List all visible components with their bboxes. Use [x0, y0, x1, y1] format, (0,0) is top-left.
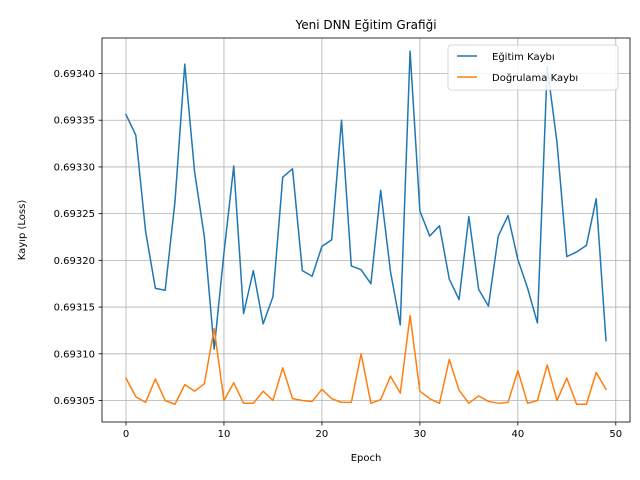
y-tick-label: 0.69305 [54, 396, 95, 407]
x-tick-label: 30 [414, 429, 427, 440]
y-tick-label: 0.69330 [54, 162, 95, 173]
series-line-training-loss [125, 50, 607, 350]
x-tick-label: 0 [123, 429, 129, 440]
x-tick-label: 10 [218, 429, 231, 440]
y-tick-label: 0.69340 [54, 69, 95, 80]
y-axis-label: Kayıp (Loss) [17, 200, 28, 261]
plot-frame [101, 37, 631, 423]
y-tick-label: 0.69320 [54, 256, 95, 267]
x-tick-label: 40 [511, 429, 524, 440]
y-tick-label: 0.69310 [54, 349, 95, 360]
x-axis-label: Epoch [351, 453, 382, 464]
series-line-validation-loss [124, 314, 608, 405]
series-lines [124, 50, 608, 405]
legend-box [447, 44, 619, 91]
chart-title: Yeni DNN Eğitim Grafiği [294, 18, 436, 32]
y-tick-label: 0.69325 [54, 209, 95, 220]
x-tick-label: 50 [609, 429, 622, 440]
legend: Eğitim Kaybı Doğrulama Kaybı [447, 44, 619, 91]
y-tick-label: 0.69335 [54, 116, 95, 127]
axis-ticks: 0 10 20 30 40 50 0.69305 0.69310 0.69315 0.69320 0… [54, 69, 623, 440]
legend-label-validation-loss: Doğrulama Kaybı [492, 72, 578, 84]
x-tick-label: 20 [316, 429, 329, 440]
y-tick-label: 0.69315 [54, 303, 95, 314]
legend-label-training-loss: Eğitim Kaybı [492, 51, 555, 63]
